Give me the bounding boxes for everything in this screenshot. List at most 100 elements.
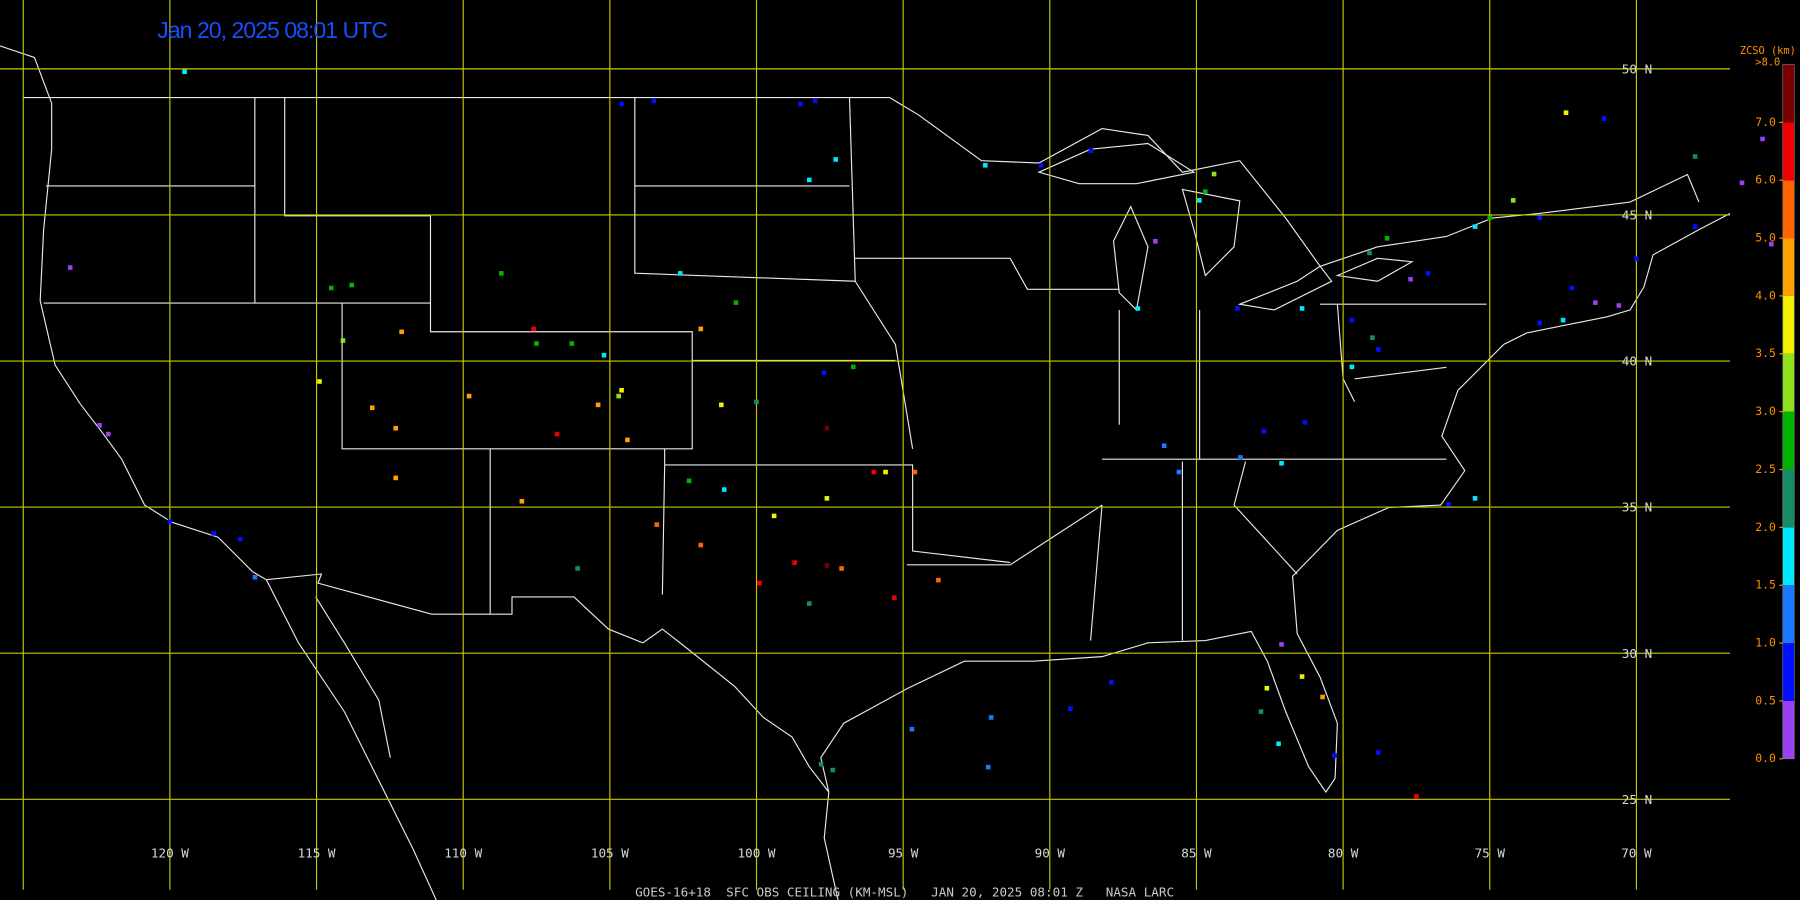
coastline xyxy=(0,45,1731,794)
observation xyxy=(892,595,897,600)
observation xyxy=(1487,215,1493,221)
observation xyxy=(1472,224,1478,229)
observation xyxy=(625,437,630,443)
colorbar-bin xyxy=(1782,411,1795,470)
observation xyxy=(807,177,812,183)
latitude-label: 45 N xyxy=(1622,208,1652,223)
observation xyxy=(1769,241,1774,247)
observation xyxy=(1569,285,1575,291)
observation xyxy=(1176,469,1182,475)
observation xyxy=(1320,694,1325,700)
observation xyxy=(686,478,692,484)
colorbar-bin xyxy=(1782,238,1795,296)
observation xyxy=(1560,317,1566,323)
observation xyxy=(1279,460,1284,466)
observation xyxy=(1211,171,1217,177)
observation xyxy=(698,542,704,548)
observation xyxy=(1109,680,1114,685)
observation xyxy=(812,98,818,104)
colorbar-title: ZCSO (km) xyxy=(1740,45,1796,57)
longitude-label: 70 W xyxy=(1621,846,1652,861)
observation xyxy=(824,563,830,568)
observation xyxy=(1264,685,1270,691)
observation xyxy=(1616,303,1622,308)
colorbar-label: 1.5 xyxy=(1755,578,1776,592)
observation xyxy=(67,265,73,270)
observation xyxy=(1472,496,1478,501)
latitude-label: 50 N xyxy=(1622,61,1652,76)
observation xyxy=(369,405,375,411)
observation xyxy=(883,469,888,475)
observation xyxy=(830,767,836,773)
observation xyxy=(499,271,504,276)
observation xyxy=(1261,428,1267,434)
observation xyxy=(1446,501,1451,507)
state-lines xyxy=(43,97,1487,641)
colorbar-bin xyxy=(1782,469,1795,528)
observation xyxy=(733,300,739,305)
longitude-label: 75 W xyxy=(1475,846,1506,861)
observation xyxy=(698,326,704,332)
observation xyxy=(1349,317,1355,323)
observation xyxy=(575,566,580,571)
observation xyxy=(839,566,844,571)
observation xyxy=(936,577,941,583)
observation xyxy=(1197,198,1202,203)
observation xyxy=(792,560,797,565)
observation xyxy=(601,352,607,358)
observation xyxy=(328,285,334,291)
observation xyxy=(850,364,856,370)
observation xyxy=(1634,256,1639,262)
observation xyxy=(531,326,536,332)
observation xyxy=(1739,180,1745,186)
colorbar-label: 3.5 xyxy=(1755,346,1776,360)
observation xyxy=(1376,347,1381,352)
observation xyxy=(1414,794,1419,799)
colorbar: 0.0 0.5 1.0 1.5 2.0 2.5 3.0 3.5 4.0 5.0 6.0 7.0 xyxy=(1755,64,1795,765)
observation xyxy=(1258,709,1264,714)
observation xyxy=(1332,753,1337,758)
latitude-label: 40 N xyxy=(1622,354,1652,369)
observation xyxy=(1153,238,1158,244)
observation xyxy=(1038,162,1044,168)
observation xyxy=(1601,116,1607,121)
observation xyxy=(619,387,624,393)
observation xyxy=(909,726,915,732)
canada-border xyxy=(22,97,1700,268)
longitude-label: 80 W xyxy=(1328,846,1359,861)
observation xyxy=(1563,110,1569,115)
observation xyxy=(988,715,994,720)
observation xyxy=(237,536,243,542)
observation xyxy=(912,469,918,475)
observation xyxy=(106,431,111,437)
observation xyxy=(1068,706,1073,711)
observation xyxy=(754,399,759,405)
longitude-label: 100 W xyxy=(738,846,776,861)
colorbar-bin xyxy=(1782,122,1795,181)
observation xyxy=(721,487,727,492)
colorbar-label: 0.5 xyxy=(1755,693,1776,707)
observation xyxy=(982,162,988,168)
observation xyxy=(1425,271,1431,276)
colorbar-label: 7.0 xyxy=(1755,115,1776,129)
observation xyxy=(1384,236,1390,241)
observation xyxy=(340,338,346,343)
observation xyxy=(1161,443,1167,449)
observation xyxy=(1235,306,1240,311)
observation xyxy=(1135,306,1141,311)
observation xyxy=(654,522,660,527)
observation xyxy=(757,580,762,586)
observation xyxy=(399,329,404,335)
observation xyxy=(818,761,824,767)
longitude-label: 105 W xyxy=(591,846,629,861)
observation xyxy=(167,519,173,525)
observation xyxy=(1202,189,1208,194)
observation xyxy=(1302,420,1308,425)
colorbar-label: 2.5 xyxy=(1755,462,1776,476)
observation xyxy=(466,393,472,399)
observation xyxy=(1537,320,1542,326)
observation xyxy=(1510,198,1516,203)
observation xyxy=(1299,674,1305,679)
